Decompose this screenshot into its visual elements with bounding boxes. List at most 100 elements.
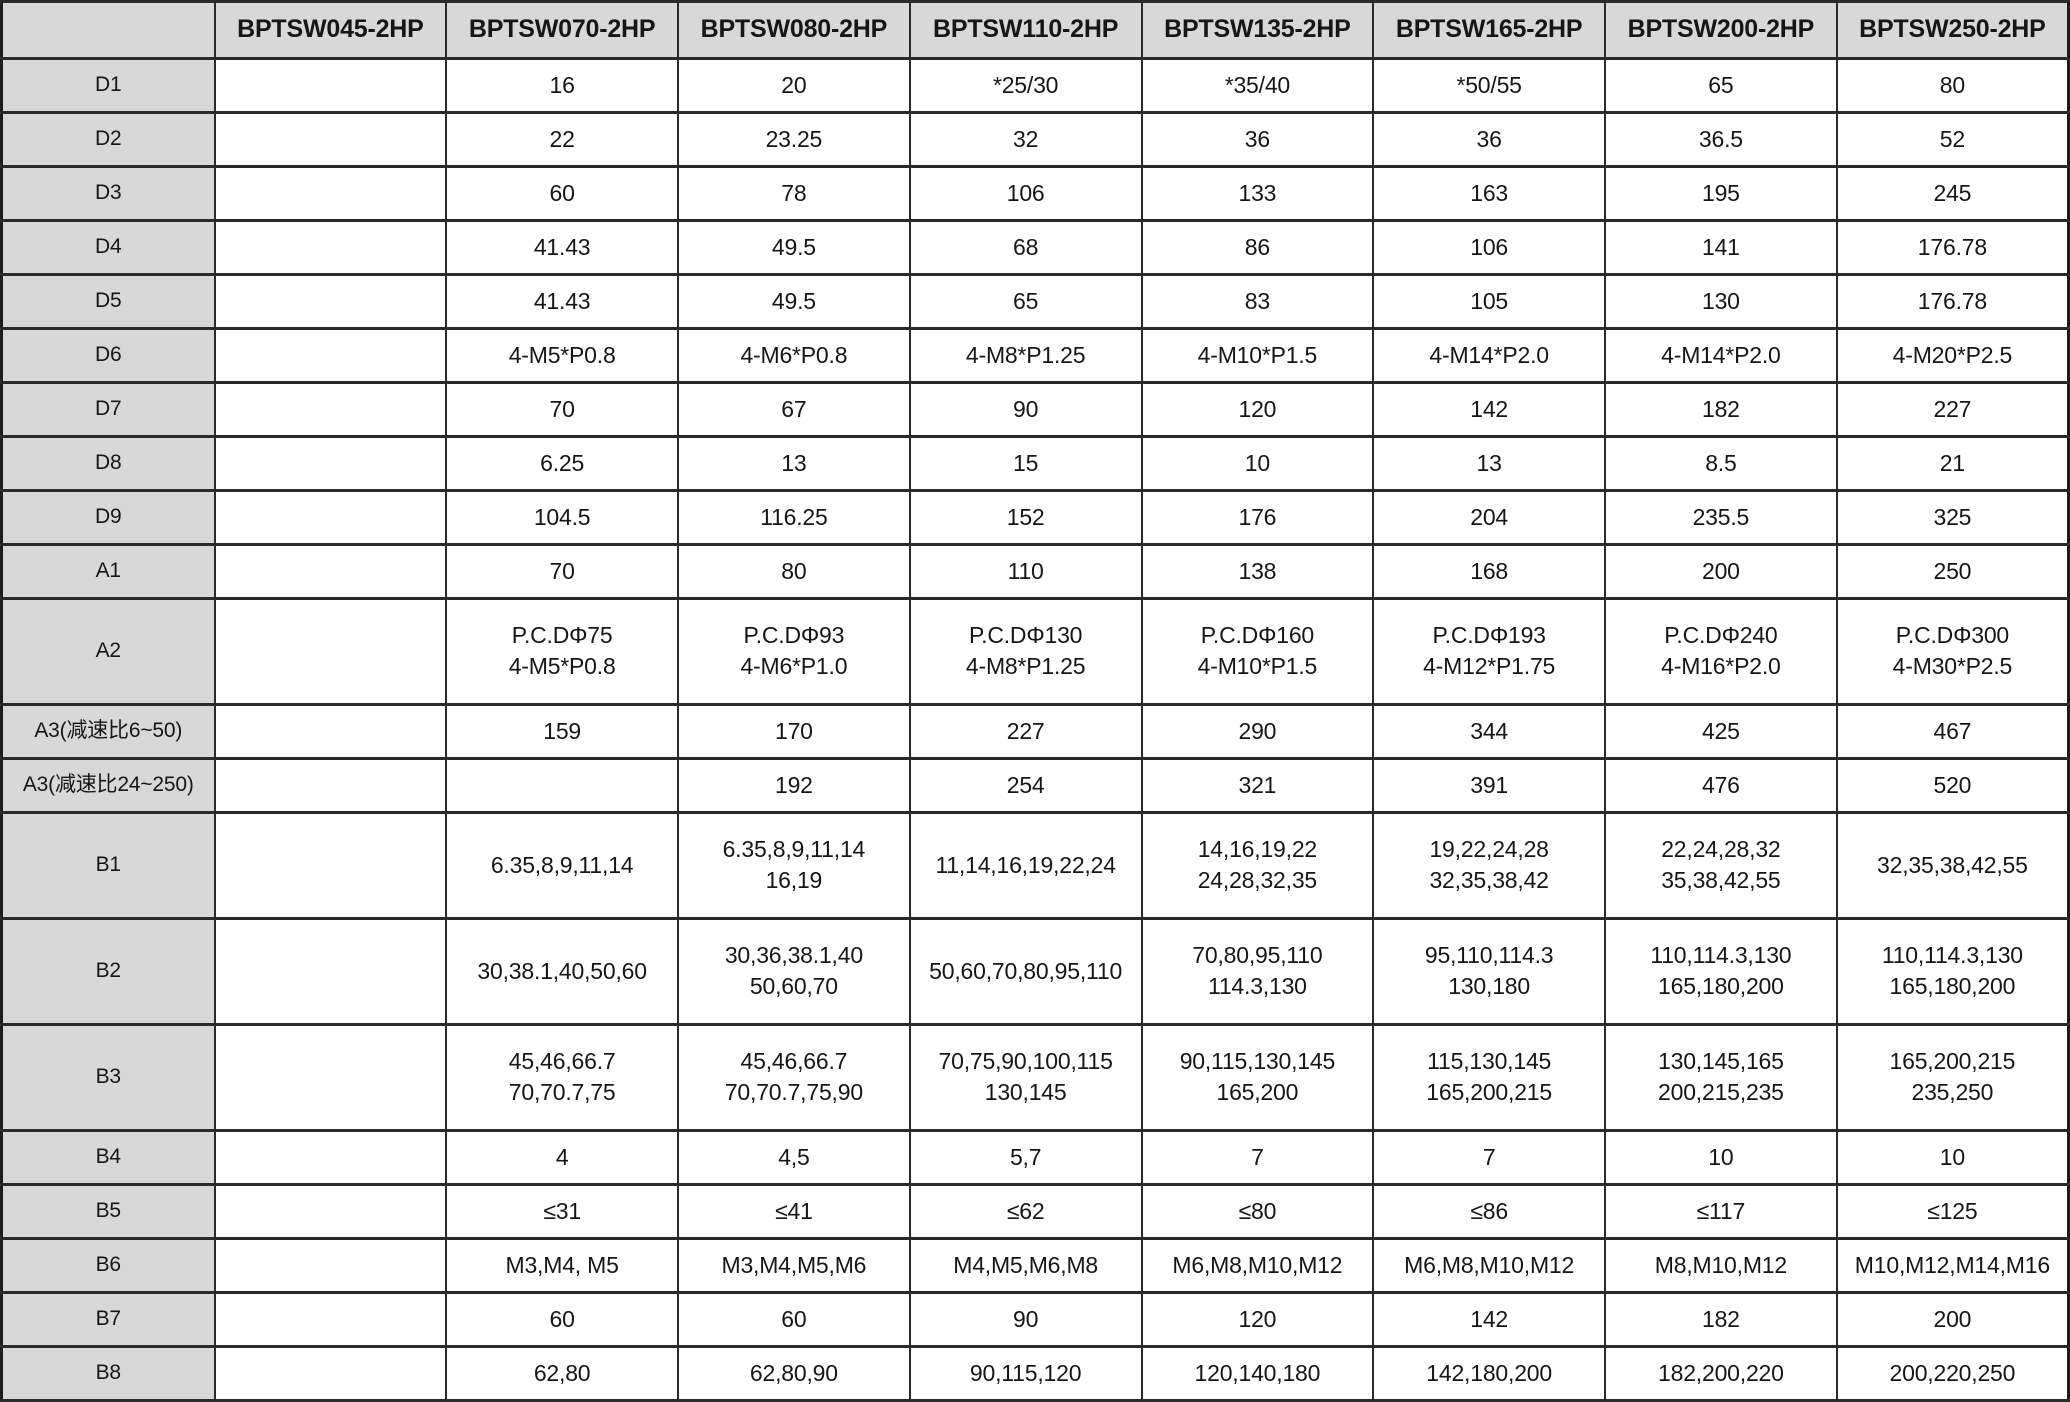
table-cell: 21	[1835, 435, 2070, 492]
table-cell: 227	[908, 702, 1143, 760]
table-row: B4 4 4,5 5,7 7 7 10 10	[0, 1128, 2070, 1186]
table-cell: 104.5	[445, 489, 679, 546]
table-cell: 321	[1140, 756, 1375, 814]
table-cell: 83	[1140, 273, 1375, 330]
table-cell	[213, 1290, 448, 1348]
table-row: D2 22 23.25 32 36 36 36.5 52	[0, 111, 2070, 168]
table-cell: 45,46,66.7 70,70.7,75,90	[677, 1022, 911, 1132]
table-cell: P.C.DΦ240 4-M16*P2.0	[1604, 597, 1838, 706]
table-cell: 152	[908, 489, 1143, 546]
table-cell: *35/40	[1140, 57, 1375, 114]
table-cell: 6.35,8,9,11,14 16,19	[677, 810, 911, 920]
column-header: BPTSW135-2HP	[1140, 0, 1375, 60]
table-cell	[213, 57, 448, 114]
table-cell: P.C.DΦ300 4-M30*P2.5	[1835, 597, 2070, 706]
table-row: A2 P.C.DΦ75 4-M5*P0.8 P.C.DΦ93 4-M6*P1.0 P.…	[0, 597, 2070, 706]
table-cell: 10	[1140, 435, 1375, 492]
table-cell: 110	[908, 543, 1143, 600]
table-cell	[213, 1236, 448, 1294]
row-label: D5	[0, 273, 216, 330]
table-cell: 110,114.3,130 165,180,200	[1604, 916, 1838, 1026]
table-cell: 86	[1140, 219, 1375, 276]
table-cell: 130	[1604, 273, 1838, 330]
table-cell: 52	[1835, 111, 2070, 168]
table-row: A1 70 80 110 138 168 200 250	[0, 543, 2070, 600]
table-cell: 467	[1835, 702, 2070, 760]
table-cell: 425	[1604, 702, 1838, 760]
table-cell: 7	[1372, 1128, 1606, 1186]
table-cell: 49.5	[677, 273, 911, 330]
table-cell: 80	[1835, 57, 2070, 114]
table-cell: 133	[1140, 165, 1375, 222]
row-label: A3(减速比6~50)	[0, 702, 216, 760]
table-cell	[213, 702, 448, 760]
table-cell: *25/30	[908, 57, 1143, 114]
row-label: A3(减速比24~250)	[0, 756, 216, 814]
table-cell: ≤86	[1372, 1182, 1606, 1240]
table-cell: 182	[1604, 381, 1838, 438]
table-row: B1 6.35,8,9,11,14 6.35,8,9,11,14 16,19 11,1…	[0, 810, 2070, 920]
table-cell: 4-M14*P2.0	[1604, 327, 1838, 384]
row-label: B2	[0, 916, 216, 1026]
column-header: BPTSW250-2HP	[1835, 0, 2070, 60]
table-cell: 70,75,90,100,115 130,145	[908, 1022, 1143, 1132]
table-cell: 138	[1140, 543, 1375, 600]
table-cell: 176.78	[1835, 273, 2070, 330]
table-cell: 65	[908, 273, 1143, 330]
table-cell: 41.43	[445, 219, 679, 276]
table-cell: 95,110,114.3 130,180	[1372, 916, 1606, 1026]
row-label: D7	[0, 381, 216, 438]
table-cell: 200	[1604, 543, 1838, 600]
table-cell: 13	[1372, 435, 1606, 492]
table-cell: 176.78	[1835, 219, 2070, 276]
table-row: A3(减速比24~250) 192 254 321 391 476 520	[0, 756, 2070, 814]
row-label: B7	[0, 1290, 216, 1348]
table-cell: 60	[445, 165, 679, 222]
table-cell: 13	[677, 435, 911, 492]
table-cell: 19,22,24,28 32,35,38,42	[1372, 810, 1606, 920]
table-cell: 142	[1372, 381, 1606, 438]
table-cell: 4-M20*P2.5	[1835, 327, 2070, 384]
table-cell	[213, 810, 448, 920]
table-cell: 36.5	[1604, 111, 1838, 168]
table-cell: M10,M12,M14,M16	[1835, 1236, 2070, 1294]
table-cell	[213, 1128, 448, 1186]
header-row: BPTSW045-2HP BPTSW070-2HP BPTSW080-2HP BPTS…	[0, 0, 2070, 60]
table-cell	[213, 111, 448, 168]
table-cell: P.C.DΦ93 4-M6*P1.0	[677, 597, 911, 706]
table-cell: 520	[1835, 756, 2070, 814]
row-label: A1	[0, 543, 216, 600]
table-cell	[213, 327, 448, 384]
table-row: B5 ≤31 ≤41 ≤62 ≤80 ≤86 ≤117 ≤125	[0, 1182, 2070, 1240]
table-row: B2 30,38.1,40,50,60 30,36,38.1,40 50,60,70…	[0, 916, 2070, 1026]
table-cell: *50/55	[1372, 57, 1606, 114]
table-cell	[213, 219, 448, 276]
table-cell: 62,80,90	[677, 1344, 911, 1402]
column-header: BPTSW165-2HP	[1372, 0, 1606, 60]
table-cell: 106	[908, 165, 1143, 222]
column-header: BPTSW110-2HP	[908, 0, 1143, 60]
table-cell: 36	[1372, 111, 1606, 168]
table-cell	[213, 489, 448, 546]
table-cell: 60	[677, 1290, 911, 1348]
row-label: D1	[0, 57, 216, 114]
row-label: D2	[0, 111, 216, 168]
table-cell: 32,35,38,42,55	[1835, 810, 2070, 920]
table-row: B6 M3,M4, M5 M3,M4,M5,M6 M4,M5,M6,M8 M6,M8,M…	[0, 1236, 2070, 1294]
table-cell: 182,200,220	[1604, 1344, 1838, 1402]
row-label: D4	[0, 219, 216, 276]
table-cell: 227	[1835, 381, 2070, 438]
table-cell: 4-M5*P0.8	[445, 327, 679, 384]
table-cell: M6,M8,M10,M12	[1372, 1236, 1606, 1294]
table-row: D4 41.43 49.5 68 86 106 141 176.78	[0, 219, 2070, 276]
table-row: A3(减速比6~50) 159 170 227 290 344 425 467	[0, 702, 2070, 760]
table-cell: 30,36,38.1,40 50,60,70	[677, 916, 911, 1026]
table-cell: 10	[1835, 1128, 2070, 1186]
table-row: D1 16 20 *25/30 *35/40 *50/55 65 80	[0, 57, 2070, 114]
table-cell: 67	[677, 381, 911, 438]
table-cell: 200,220,250	[1835, 1344, 2070, 1402]
table-cell: ≤117	[1604, 1182, 1838, 1240]
table-cell: 168	[1372, 543, 1606, 600]
row-label: D3	[0, 165, 216, 222]
table-cell: 20	[677, 57, 911, 114]
